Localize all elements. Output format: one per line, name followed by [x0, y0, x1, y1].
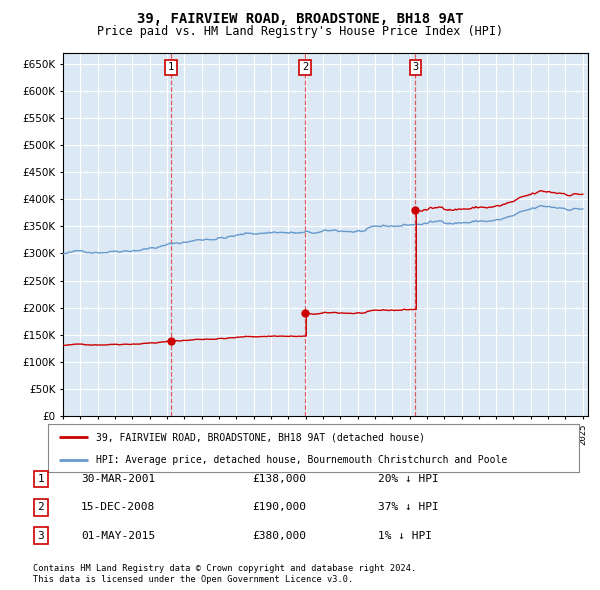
Text: Price paid vs. HM Land Registry's House Price Index (HPI): Price paid vs. HM Land Registry's House …: [97, 25, 503, 38]
Text: HPI: Average price, detached house, Bournemouth Christchurch and Poole: HPI: Average price, detached house, Bour…: [96, 455, 507, 466]
Text: 39, FAIRVIEW ROAD, BROADSTONE, BH18 9AT (detached house): 39, FAIRVIEW ROAD, BROADSTONE, BH18 9AT …: [96, 432, 425, 442]
Text: 1: 1: [168, 62, 174, 72]
Text: 39, FAIRVIEW ROAD, BROADSTONE, BH18 9AT: 39, FAIRVIEW ROAD, BROADSTONE, BH18 9AT: [137, 12, 463, 26]
Text: 30-MAR-2001: 30-MAR-2001: [81, 474, 155, 484]
Text: 37% ↓ HPI: 37% ↓ HPI: [378, 503, 439, 512]
Text: £190,000: £190,000: [252, 503, 306, 512]
Text: 2: 2: [302, 62, 308, 72]
Text: £380,000: £380,000: [252, 531, 306, 540]
Text: Contains HM Land Registry data © Crown copyright and database right 2024.: Contains HM Land Registry data © Crown c…: [33, 565, 416, 573]
Text: 1% ↓ HPI: 1% ↓ HPI: [378, 531, 432, 540]
Text: £138,000: £138,000: [252, 474, 306, 484]
Text: 01-MAY-2015: 01-MAY-2015: [81, 531, 155, 540]
Text: This data is licensed under the Open Government Licence v3.0.: This data is licensed under the Open Gov…: [33, 575, 353, 584]
Text: 3: 3: [412, 62, 418, 72]
Text: 2: 2: [37, 503, 44, 512]
Text: 1: 1: [37, 474, 44, 484]
Text: 15-DEC-2008: 15-DEC-2008: [81, 503, 155, 512]
Text: 3: 3: [37, 531, 44, 540]
Text: 20% ↓ HPI: 20% ↓ HPI: [378, 474, 439, 484]
